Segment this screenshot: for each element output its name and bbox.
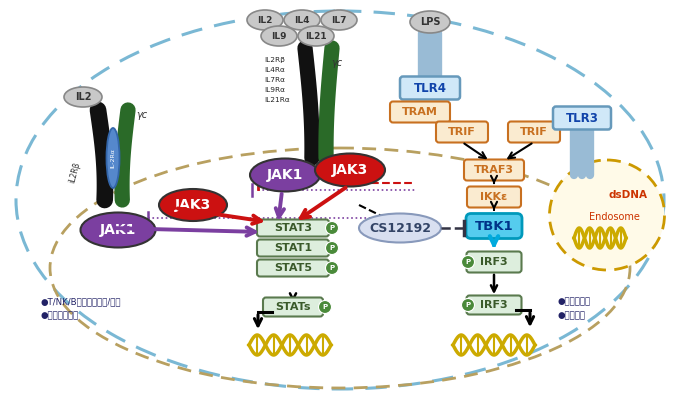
Ellipse shape <box>284 10 320 30</box>
Text: IL2: IL2 <box>75 92 91 102</box>
Text: STAT3: STAT3 <box>274 223 312 233</box>
Text: IL21Rα: IL21Rα <box>264 97 290 103</box>
Ellipse shape <box>359 214 441 243</box>
Text: IL9: IL9 <box>271 32 287 41</box>
Text: TRIF: TRIF <box>520 127 548 137</box>
Text: IL4: IL4 <box>294 15 310 24</box>
Text: dsDNA: dsDNA <box>608 190 647 200</box>
Text: TRIF: TRIF <box>448 127 476 137</box>
Text: P: P <box>329 265 335 271</box>
Text: P: P <box>329 245 335 251</box>
Ellipse shape <box>80 213 155 248</box>
Text: TRAM: TRAM <box>402 107 438 117</box>
Text: IL9Rα: IL9Rα <box>264 87 285 93</box>
FancyBboxPatch shape <box>257 220 329 237</box>
Text: STATs: STATs <box>275 302 310 312</box>
FancyBboxPatch shape <box>466 295 522 314</box>
Ellipse shape <box>410 11 450 33</box>
Text: TBK1: TBK1 <box>475 220 513 233</box>
Ellipse shape <box>261 26 297 46</box>
Text: P: P <box>466 259 470 265</box>
Text: JAK3: JAK3 <box>332 163 368 177</box>
Text: IL2: IL2 <box>257 15 273 24</box>
Text: P: P <box>329 225 335 231</box>
Text: TRAF3: TRAF3 <box>474 165 514 175</box>
Text: ●抗感染免疫: ●抗感染免疫 <box>558 297 591 307</box>
Text: ●T/NK/B淋巴细胞分化/增殖: ●T/NK/B淋巴细胞分化/增殖 <box>40 297 121 307</box>
Text: IRF3: IRF3 <box>480 300 508 310</box>
Text: STAT1: STAT1 <box>274 243 312 253</box>
Text: IL4Rα: IL4Rα <box>264 67 285 73</box>
Ellipse shape <box>321 10 357 30</box>
Text: IRF3: IRF3 <box>480 257 508 267</box>
FancyBboxPatch shape <box>257 239 329 256</box>
Ellipse shape <box>159 189 227 221</box>
Circle shape <box>325 222 338 235</box>
Ellipse shape <box>247 10 283 30</box>
Circle shape <box>462 256 475 269</box>
FancyBboxPatch shape <box>390 102 450 122</box>
Circle shape <box>319 301 331 314</box>
Text: IL-2Rα: IL-2Rα <box>111 148 115 168</box>
FancyBboxPatch shape <box>508 122 560 143</box>
FancyBboxPatch shape <box>436 122 488 143</box>
Ellipse shape <box>64 87 102 107</box>
Ellipse shape <box>298 26 334 46</box>
Text: JAK3: JAK3 <box>175 198 211 212</box>
FancyBboxPatch shape <box>263 297 323 316</box>
Circle shape <box>325 261 338 275</box>
Text: IL2Rβ: IL2Rβ <box>264 57 285 63</box>
Ellipse shape <box>549 160 664 270</box>
Text: IL21: IL21 <box>305 32 327 41</box>
Text: Endosome: Endosome <box>589 212 639 222</box>
Text: P: P <box>323 304 327 310</box>
Ellipse shape <box>107 128 119 188</box>
FancyBboxPatch shape <box>553 107 611 130</box>
Text: TLR4: TLR4 <box>414 81 446 94</box>
FancyBboxPatch shape <box>257 260 329 276</box>
FancyBboxPatch shape <box>400 77 460 100</box>
Text: TLR3: TLR3 <box>566 111 599 124</box>
Text: iL2Rβ: iL2Rβ <box>68 160 82 184</box>
Text: ●免疫记忆维持: ●免疫记忆维持 <box>40 312 78 320</box>
Text: CS12192: CS12192 <box>369 222 431 235</box>
Text: IL7Rα: IL7Rα <box>264 77 285 83</box>
FancyBboxPatch shape <box>464 160 524 181</box>
Text: JAK1: JAK1 <box>267 168 303 182</box>
Circle shape <box>462 299 475 312</box>
FancyBboxPatch shape <box>466 252 522 273</box>
Ellipse shape <box>250 158 320 192</box>
Ellipse shape <box>315 154 385 186</box>
Text: IKKε: IKKε <box>481 192 508 202</box>
Text: ●炎症反应: ●炎症反应 <box>558 312 586 320</box>
Text: P: P <box>466 302 470 308</box>
FancyBboxPatch shape <box>466 214 522 239</box>
Text: γc: γc <box>331 58 342 68</box>
Text: γc: γc <box>136 110 148 120</box>
FancyBboxPatch shape <box>467 186 521 207</box>
Text: LPS: LPS <box>420 17 440 27</box>
Text: JAK1: JAK1 <box>100 223 136 237</box>
Circle shape <box>325 241 338 254</box>
Text: STAT5: STAT5 <box>274 263 312 273</box>
Text: IL7: IL7 <box>331 15 347 24</box>
